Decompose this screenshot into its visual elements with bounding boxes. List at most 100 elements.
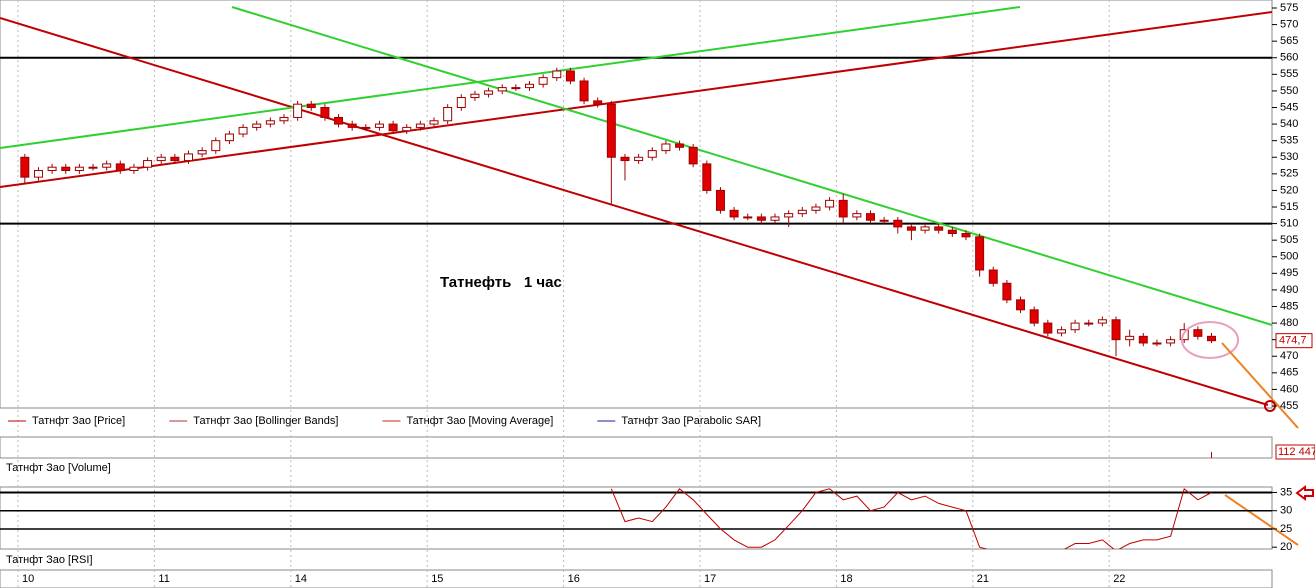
date-axis	[0, 569, 1273, 588]
y-tick-label: 555	[1280, 68, 1298, 80]
candle-body	[511, 87, 521, 90]
candle-body	[1125, 335, 1135, 341]
candle-body	[538, 77, 548, 85]
y-tick-label: 480	[1280, 317, 1298, 329]
candle-body	[852, 213, 862, 218]
x-tick-label: 11	[158, 573, 169, 585]
panel-label: Татнфт Зао [RSI]	[6, 554, 93, 566]
candle-body	[402, 126, 412, 132]
candle-body	[770, 216, 780, 221]
y-tick-label: 540	[1280, 118, 1298, 130]
candle-body	[1097, 319, 1107, 324]
y-tick-label: 565	[1280, 35, 1298, 47]
candle-body	[811, 206, 821, 211]
candle-body	[1070, 322, 1080, 331]
trend-line	[231, 6, 1272, 326]
rsi-tick-label: 35	[1280, 486, 1292, 498]
candle-body	[647, 150, 657, 158]
y-tick-label: 455	[1280, 400, 1298, 412]
candle-body	[20, 156, 30, 178]
candle-body	[1138, 335, 1148, 344]
candle-body	[470, 93, 480, 99]
volume-tag	[1275, 444, 1315, 460]
x-tick-label: 18	[840, 573, 852, 585]
y-tick-label: 510	[1280, 217, 1298, 229]
y-tick-label: 535	[1280, 135, 1298, 147]
y-tick-label: 495	[1280, 267, 1298, 279]
candle-body	[238, 126, 248, 135]
candle-body	[429, 120, 439, 125]
legend-label: Татнфт Зао [Bollinger Bands]	[193, 415, 338, 427]
price-panel	[0, 0, 1273, 409]
y-tick-label: 460	[1280, 383, 1298, 395]
x-tick-label: 22	[1113, 573, 1125, 585]
candle-body	[1016, 299, 1026, 311]
legend-label: Татнфт Зао [Parabolic SAR]	[621, 415, 761, 427]
last-price-label: 474,7	[1279, 335, 1307, 347]
candle-body	[388, 123, 398, 132]
rsi-line-group	[610, 487, 1212, 549]
legend-label: Татнфт Зао [Price]	[32, 415, 125, 427]
y-tick-label: 505	[1280, 234, 1298, 246]
candle-body	[866, 213, 875, 221]
rsi-line	[610, 487, 1212, 549]
volume-panel	[0, 436, 1273, 459]
candle-body	[1193, 329, 1203, 337]
candle-body	[334, 116, 344, 125]
candle-body	[579, 80, 589, 102]
y-tick-label: 470	[1280, 350, 1298, 362]
candle-body	[1166, 339, 1176, 344]
candle-body	[197, 150, 207, 155]
candle-body	[1029, 309, 1039, 324]
candle-body	[675, 143, 685, 148]
candle-body	[988, 269, 998, 284]
trend-line	[0, 17, 1269, 406]
candle-body	[797, 209, 807, 215]
candle-body	[415, 123, 425, 128]
candle-body	[102, 163, 112, 168]
candle-body	[1152, 342, 1162, 345]
candle-body	[784, 213, 794, 218]
rsi-tick-label: 20	[1280, 541, 1292, 553]
rsi-tick-label: 25	[1280, 523, 1292, 535]
x-tick-label: 15	[431, 573, 443, 585]
candle-body	[170, 156, 180, 162]
x-tick-label: 21	[977, 573, 989, 585]
candle-body	[1111, 319, 1121, 341]
candle-body	[74, 166, 84, 172]
candle-body	[620, 156, 630, 162]
y-tick-label: 530	[1280, 151, 1298, 163]
candle-body	[1056, 329, 1066, 334]
annotation: Татнефть 1 час	[440, 274, 562, 291]
candle-body	[593, 100, 603, 105]
candle-body	[252, 123, 262, 128]
candle-body	[688, 146, 698, 165]
y-tick-label: 500	[1280, 251, 1298, 263]
candle-body	[47, 166, 57, 172]
candle-body	[1043, 322, 1053, 334]
candle-body	[497, 87, 507, 92]
y-tick-label: 545	[1280, 101, 1298, 113]
candle-body	[129, 166, 139, 172]
y-tick-label: 490	[1280, 284, 1298, 296]
candle-body	[634, 156, 644, 162]
rsi-panel	[0, 486, 1273, 550]
trend-line	[0, 6, 1021, 149]
candle-body	[374, 123, 384, 128]
trend-line	[0, 11, 1272, 188]
candle-body	[838, 199, 848, 218]
candle-body	[265, 120, 275, 125]
x-tick-label: 17	[704, 573, 716, 585]
candle-body	[906, 226, 916, 231]
candle-body	[756, 216, 766, 221]
candle-body	[743, 216, 753, 219]
candle-body	[934, 226, 944, 231]
arrow-icon	[1295, 485, 1314, 501]
candle-body	[715, 189, 725, 211]
x-tick-label: 16	[568, 573, 580, 585]
candle-body	[61, 166, 71, 172]
candle-body	[361, 126, 371, 129]
candle-body	[961, 233, 971, 238]
candle-body	[306, 103, 316, 109]
panel-label: Татнфт Зао [Volume]	[6, 462, 111, 474]
